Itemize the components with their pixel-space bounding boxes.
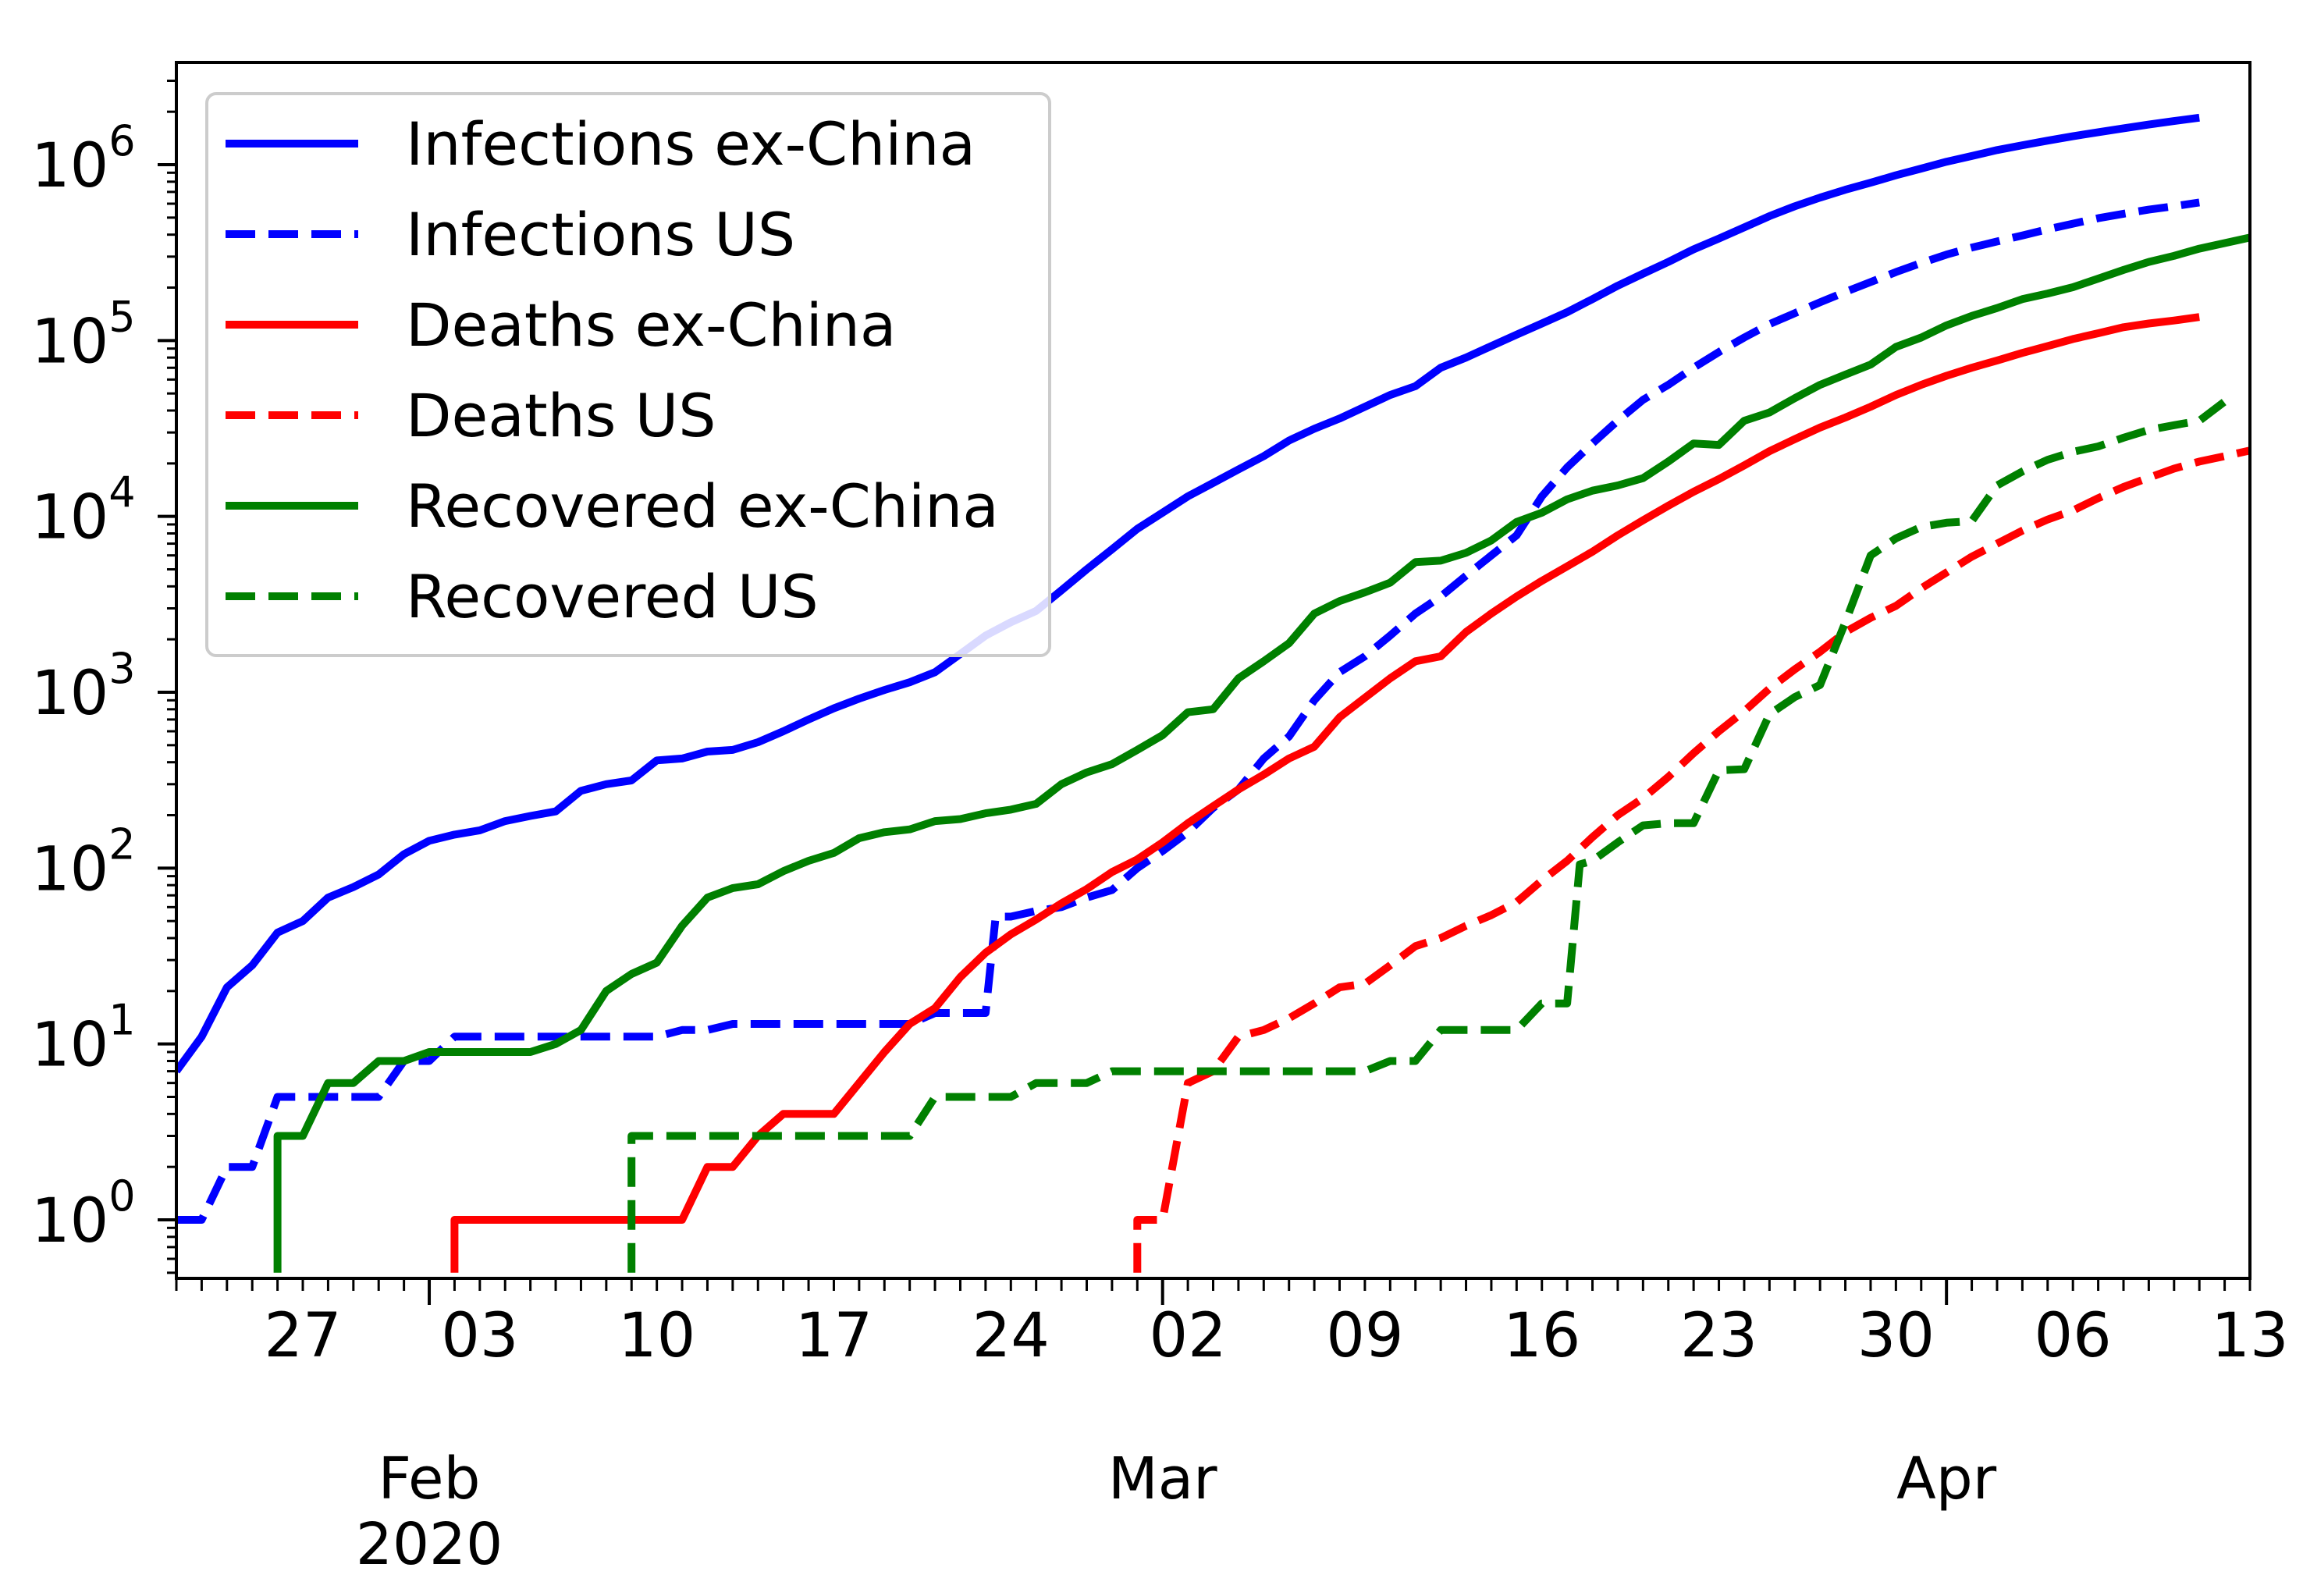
x-tick-label: 23 [1680,1301,1757,1371]
legend-label: Recovered ex-China [406,471,999,541]
x-tick-label: 16 [1503,1301,1580,1371]
legend-label: Infections ex-China [406,109,976,179]
x-tick-label: 09 [1326,1301,1403,1371]
x-tick-label: 30 [1857,1301,1935,1371]
legend-label: Deaths ex-China [406,290,896,360]
x-tick-label: 06 [2035,1301,2112,1371]
x-tick-label: 13 [2211,1301,2288,1371]
series-layer [176,113,2250,1273]
x-tick-label: 17 [795,1301,873,1371]
x-year-label: 2020 [356,1511,503,1578]
series-line-infections-ex-china [176,113,2200,1074]
y-tick-label: 104 [31,468,136,553]
x-tick-label: 10 [618,1301,695,1371]
x-month-label: Mar [1108,1445,1217,1512]
legend-label: Infections US [406,200,795,269]
plot-area [175,61,2251,1280]
x-tick-label: 27 [264,1301,341,1371]
y-tick-label: 106 [31,116,136,201]
y-tick-label: 105 [31,292,136,377]
series-line-recovered-ex-china [273,233,2250,1273]
y-tick-label: 100 [31,1171,136,1257]
series-line-infections-us [176,198,2200,1224]
series-line-deaths-ex-china [450,313,2200,1273]
x-tick-label: 02 [1149,1301,1226,1371]
y-tick-label: 103 [31,644,136,729]
x-tick-label: 03 [441,1301,518,1371]
legend-box [205,92,1051,657]
legend: Infections ex-China Infections US Deaths e… [205,92,1051,657]
x-month-label: Apr [1896,1445,1997,1512]
legend-label: Deaths US [406,381,716,450]
x-month-label: Feb [379,1445,481,1512]
series-line-deaths-us [1133,446,2250,1273]
x-tick-label: 24 [972,1301,1050,1371]
y-tick-label: 101 [31,996,136,1081]
series-line-recovered-us [627,398,2227,1273]
y-axis: 100 101 102 103 104 105 106 [31,79,176,1274]
legend-label: Recovered US [406,562,819,631]
y-tick-label: 102 [31,819,136,905]
